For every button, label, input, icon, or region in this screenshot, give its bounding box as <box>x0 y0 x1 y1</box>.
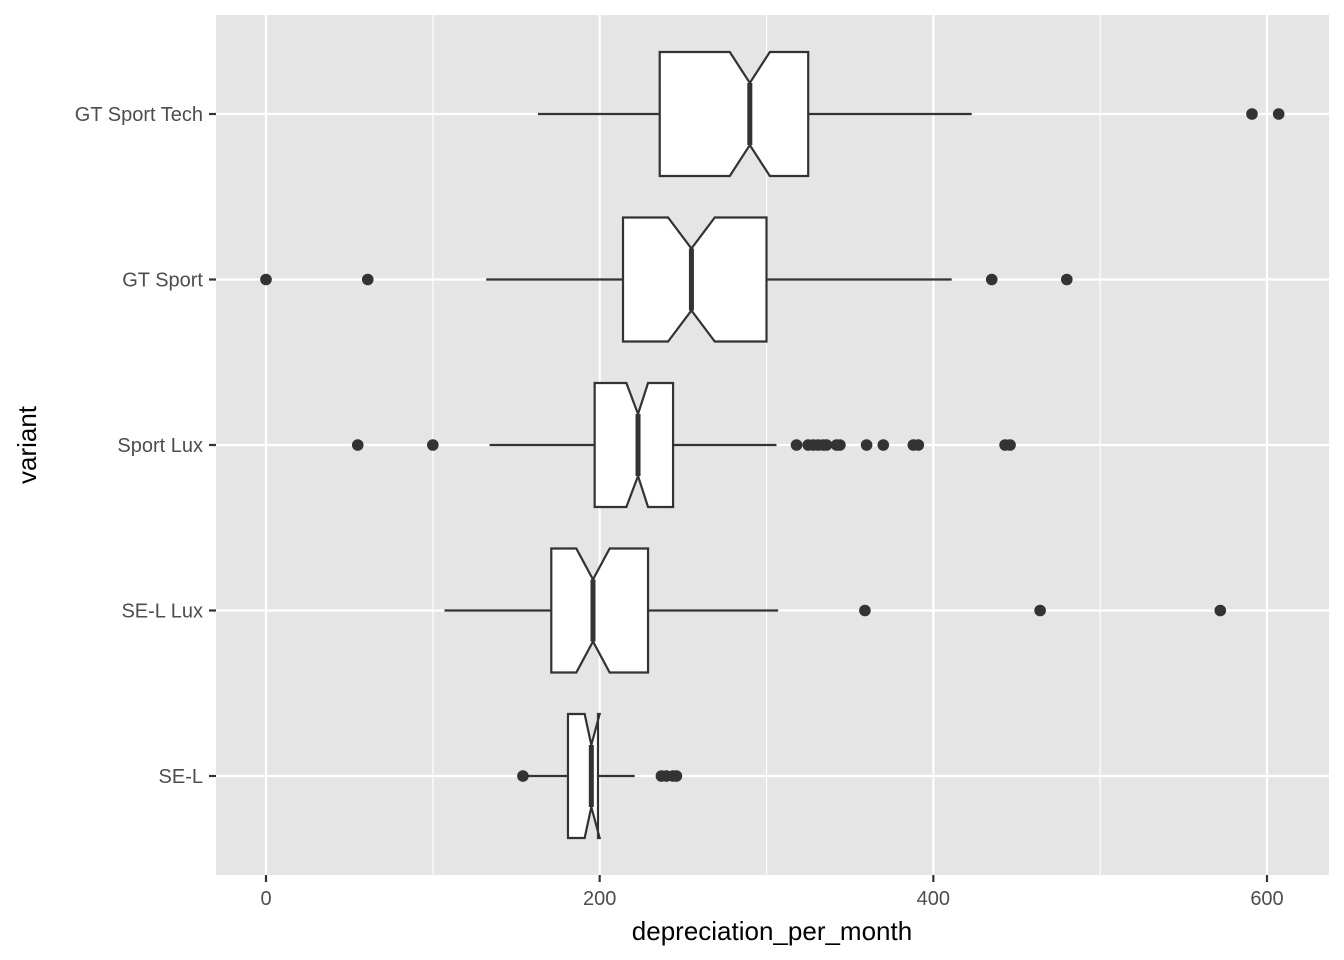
x-tick-label: 400 <box>917 888 950 910</box>
box-body <box>593 381 675 509</box>
x-axis-title: depreciation_per_month <box>632 916 912 946</box>
outlier-point <box>427 439 439 451</box>
y-axis-title: variant <box>12 405 42 484</box>
outlier-point <box>1272 108 1285 120</box>
outlier-point <box>670 770 683 782</box>
axes: GT Sport Tech GT Sport Sport Lux SE-L Lux SE… <box>75 104 1284 910</box>
outlier-point <box>1214 604 1227 617</box>
y-tick-label: Sport Lux <box>117 435 203 457</box>
outlier-point <box>517 770 529 782</box>
outlier-point <box>1061 273 1073 286</box>
y-tick-label: GT Sport Tech <box>75 104 203 126</box>
outlier-point <box>985 273 998 286</box>
outlier-point <box>820 439 833 451</box>
outlier-point <box>351 439 364 451</box>
y-tick-label: GT Sport <box>122 270 203 292</box>
outlier-point <box>859 604 871 617</box>
outlier-point <box>790 439 803 451</box>
box-body <box>658 50 810 178</box>
box-body <box>550 547 650 674</box>
outlier-point <box>912 439 925 451</box>
outlier-point <box>877 439 890 451</box>
y-tick-label: SE-L <box>159 766 203 788</box>
outlier-point <box>1034 604 1046 617</box>
x-tick-label: 0 <box>260 888 271 910</box>
y-tick-label: SE-L Lux <box>121 601 203 623</box>
x-tick-label: 200 <box>583 888 616 910</box>
box-body <box>621 216 768 343</box>
boxes <box>444 50 972 840</box>
box-body <box>566 712 602 840</box>
outlier-point <box>834 439 846 451</box>
outlier-point <box>361 273 374 286</box>
outlier-point <box>260 273 272 286</box>
outlier-point <box>1004 439 1016 451</box>
outlier-points <box>260 108 1285 782</box>
x-tick-label: 600 <box>1250 888 1283 910</box>
outlier-point <box>860 439 873 451</box>
outlier-point <box>1246 108 1258 120</box>
